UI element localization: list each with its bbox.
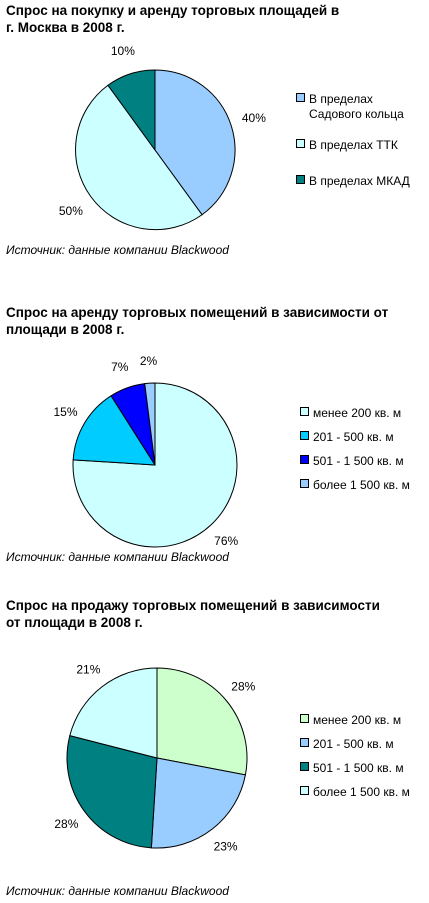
legend-label: менее 200 кв. м [313, 713, 402, 727]
pie-chart: 40% 50% 10% [59, 44, 266, 231]
pie-slice [69, 667, 158, 759]
legend-swatch [300, 455, 309, 464]
legend-label: 201 - 500 кв. м [313, 430, 394, 444]
legend-swatch [300, 762, 309, 771]
pie-slice [156, 667, 248, 776]
legend-label: 201 - 500 кв. м [313, 737, 394, 751]
slice-value-label: 10% [111, 44, 135, 58]
pie-slice [144, 382, 156, 466]
pie-slice [150, 757, 246, 849]
chart-title: Спрос на продажу торговых помещений в за… [6, 598, 380, 630]
pie-slice [72, 395, 156, 466]
legend-swatch [296, 139, 305, 148]
pie-chart: 28% 23% 28% 21% [54, 663, 255, 854]
slice-value-label: 23% [214, 840, 238, 854]
slice-value-label: 76% [214, 534, 238, 548]
legend-label: 501 - 1 500 кв. м [313, 761, 404, 775]
legend-item: менее 200 кв. м [300, 406, 401, 421]
pie-slice [75, 84, 203, 231]
legend-label: 501 - 1 500 кв. м [313, 454, 404, 468]
legend: В пределах Садового кольца В пределах ТТК… [296, 92, 426, 202]
legend-label: В пределах ТТК [309, 138, 398, 152]
legend-item: В пределах Садового кольца [296, 92, 404, 122]
pie-slice [66, 735, 158, 849]
legend-swatch [300, 407, 309, 416]
slice-value-label: 50% [59, 204, 83, 218]
legend-label: менее 200 кв. м [313, 406, 402, 420]
legend-label: В пределах Садового кольца [309, 92, 404, 121]
legend-label: более 1 500 кв. м [313, 785, 410, 799]
legend-swatch [300, 738, 309, 747]
slice-value-label: 28% [54, 817, 78, 831]
legend-item: В пределах ТТК [296, 138, 398, 153]
legend-item: 201 - 500 кв. м [300, 737, 394, 752]
legend-label: более 1 500 кв. м [313, 478, 410, 492]
slice-value-label: 21% [76, 663, 100, 677]
pie-slice [107, 69, 156, 152]
chart-title: Спрос на аренду торговых помещений в зав… [6, 305, 389, 337]
legend-swatch [300, 714, 309, 723]
slice-value-label: 2% [140, 354, 158, 368]
source-note: Источник: данные компании Blackwood [6, 884, 229, 898]
legend-item: 501 - 1 500 кв. м [300, 454, 404, 469]
chart-1: Спрос на покупку и аренду торговых площа… [0, 0, 429, 270]
legend-swatch [300, 431, 309, 440]
pie-slice [154, 69, 236, 216]
slice-value-label: 40% [242, 111, 266, 125]
chart-2: Спрос на аренду торговых помещений в зав… [0, 300, 429, 580]
legend-item: В пределах МКАД [296, 174, 410, 189]
legend-item: 201 - 500 кв. м [300, 430, 394, 445]
slice-value-label: 15% [53, 405, 77, 419]
chart-title: Спрос на покупку и аренду торговых площа… [6, 3, 340, 35]
legend: менее 200 кв. м 201 - 500 кв. м 501 - 1 50… [300, 713, 429, 803]
legend-item: 501 - 1 500 кв. м [300, 761, 404, 776]
source-note: Источник: данные компании Blackwood [6, 243, 229, 257]
source-note: Источник: данные компании Blackwood [6, 550, 229, 564]
pie-chart: 76% 15% 7% 2% [53, 354, 238, 548]
legend-swatch [296, 175, 305, 184]
legend-item: менее 200 кв. м [300, 713, 401, 728]
legend-item: более 1 500 кв. м [300, 478, 410, 493]
legend-swatch [296, 93, 305, 102]
slice-value-label: 7% [111, 360, 129, 374]
legend-swatch [300, 479, 309, 488]
legend: менее 200 кв. м 201 - 500 кв. м 501 - 1 50… [300, 406, 429, 496]
legend-swatch [300, 786, 309, 795]
slice-value-label: 28% [231, 680, 255, 694]
chart-3: Спрос на продажу торговых помещений в за… [0, 595, 429, 903]
legend-item: более 1 500 кв. м [300, 785, 410, 800]
legend-label: В пределах МКАД [309, 174, 410, 188]
